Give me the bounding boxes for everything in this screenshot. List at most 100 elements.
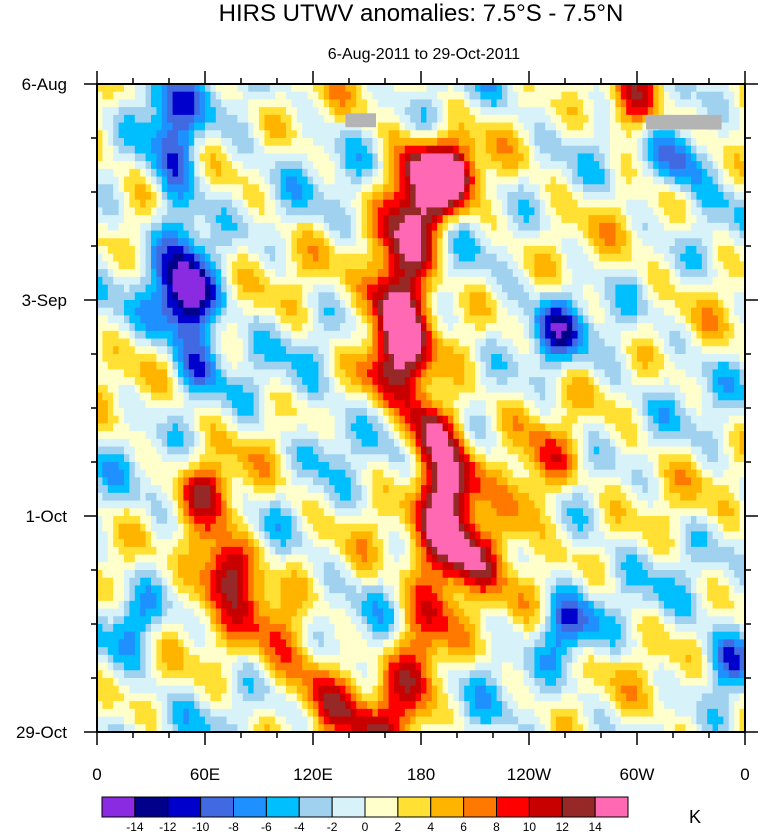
field-cell xyxy=(566,199,573,209)
field-cell xyxy=(685,246,692,255)
field-cell xyxy=(183,269,190,278)
field-cell xyxy=(118,184,125,193)
field-cell xyxy=(658,338,665,347)
field-cell xyxy=(134,161,141,170)
field-cell xyxy=(620,138,627,147)
field-cell xyxy=(237,269,244,278)
field-cell xyxy=(637,253,643,263)
field-cell xyxy=(269,323,276,332)
field-cell xyxy=(302,184,309,193)
field-cell xyxy=(210,153,217,162)
field-cell xyxy=(259,84,265,93)
field-cell xyxy=(383,284,390,293)
field-cell xyxy=(215,246,222,255)
field-cell xyxy=(410,246,417,255)
field-cell xyxy=(539,284,546,293)
field-cell xyxy=(637,130,643,139)
field-cell xyxy=(372,330,379,340)
field-cell xyxy=(318,361,325,371)
field-cell xyxy=(539,99,546,108)
field-cell xyxy=(593,114,600,124)
field-cell xyxy=(458,215,465,224)
field-cell xyxy=(313,400,319,409)
field-cell xyxy=(734,323,741,332)
field-cell xyxy=(410,222,417,232)
field-cell xyxy=(480,330,487,340)
field-cell xyxy=(242,330,249,340)
field-cell xyxy=(431,269,438,278)
field-cell xyxy=(707,384,714,394)
field-cell xyxy=(680,315,687,324)
field-cell xyxy=(269,292,276,301)
field-cell xyxy=(491,84,498,93)
field-cell xyxy=(556,323,562,332)
field-cell xyxy=(734,114,741,124)
field-cell xyxy=(583,114,589,124)
field-cell xyxy=(615,276,622,286)
field-cell xyxy=(350,107,357,116)
field-cell xyxy=(512,184,519,193)
field-cell xyxy=(269,300,276,309)
field-cell xyxy=(728,346,735,355)
field-cell xyxy=(167,300,174,309)
field-cell xyxy=(415,330,422,340)
field-cell xyxy=(350,91,357,101)
field-cell xyxy=(140,84,147,93)
field-cell xyxy=(415,354,422,363)
field-cell xyxy=(469,315,476,324)
field-cell xyxy=(350,222,357,232)
field-cell xyxy=(151,168,157,178)
field-cell xyxy=(712,261,719,270)
field-cell xyxy=(161,91,168,101)
field-cell xyxy=(161,176,168,185)
field-cell xyxy=(620,354,627,363)
field-cell xyxy=(556,138,562,147)
field-cell xyxy=(550,246,557,255)
field-cell xyxy=(485,384,492,394)
field-cell xyxy=(701,384,708,394)
field-cell xyxy=(421,315,427,324)
field-cell xyxy=(172,230,179,239)
field-cell xyxy=(248,338,255,347)
field-cell xyxy=(545,377,552,386)
field-cell xyxy=(426,145,433,155)
field-cell xyxy=(410,384,417,394)
field-cell xyxy=(210,207,217,216)
field-cell xyxy=(296,307,303,317)
field-cell xyxy=(475,384,481,394)
field-cell xyxy=(507,176,514,185)
field-cell xyxy=(485,138,492,147)
field-cell xyxy=(183,323,190,332)
field-cell xyxy=(593,192,600,201)
chart-subtitle: 6-Aug-2011 to 29-Oct-2011 xyxy=(328,46,521,63)
field-cell xyxy=(620,292,627,301)
field-cell xyxy=(534,238,541,247)
field-cell xyxy=(410,300,417,309)
field-cell xyxy=(313,222,319,232)
field-cell xyxy=(194,400,201,409)
field-cell xyxy=(561,222,568,232)
field-cell xyxy=(367,84,373,93)
field-cell xyxy=(512,107,519,116)
field-cell xyxy=(199,130,206,139)
field-cell xyxy=(415,230,422,239)
field-cell xyxy=(664,99,670,108)
field-cell xyxy=(394,384,400,394)
field-cell xyxy=(394,215,400,224)
field-cell xyxy=(502,369,508,378)
field-cell xyxy=(129,276,136,286)
field-cell xyxy=(269,269,276,278)
field-cell xyxy=(350,392,357,401)
field-cell xyxy=(356,145,363,155)
field-cell xyxy=(307,392,314,401)
field-cell xyxy=(167,346,174,355)
field-cell xyxy=(696,276,703,286)
field-cell xyxy=(529,354,535,363)
field-cell xyxy=(124,84,130,93)
field-cell xyxy=(566,122,573,131)
field-cell xyxy=(593,269,600,278)
field-cell xyxy=(653,130,660,139)
field-cell xyxy=(723,323,730,332)
field-cell xyxy=(199,215,206,224)
field-cell xyxy=(210,84,217,93)
